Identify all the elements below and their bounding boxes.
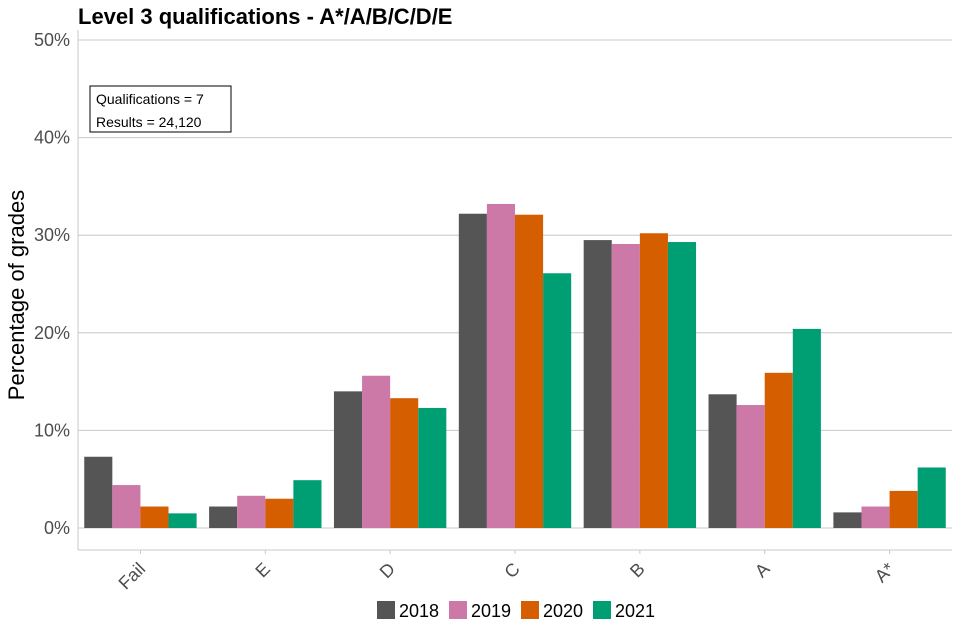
chart-title: Level 3 qualifications - A*/A/B/C/D/E — [78, 4, 452, 29]
legend-label-2018: 2018 — [399, 601, 439, 621]
bar-2019-A — [736, 405, 765, 528]
legend-label-2021: 2021 — [615, 601, 655, 621]
bar-2021-E — [293, 480, 322, 528]
annotation-frame — [89, 85, 232, 133]
x-tick-label: Fail — [115, 559, 150, 594]
bar-2018-C — [458, 213, 487, 528]
bar-2018-Fail — [84, 456, 113, 528]
x-tick-label: B — [626, 559, 649, 582]
x-axis-ticks: Fail E D C B A A* — [115, 550, 899, 594]
y-tick-label: 40% — [34, 128, 70, 148]
y-tick-label: 50% — [34, 30, 70, 50]
bar-2020-A* — [889, 490, 918, 528]
bar-2018-D — [333, 391, 363, 528]
bar-2020-E — [265, 498, 294, 528]
bar-2021-C — [543, 273, 572, 528]
y-tick-label: 20% — [34, 323, 70, 343]
bar-2019-B — [611, 243, 640, 528]
x-tick-label: D — [376, 559, 399, 582]
legend-swatch-2021 — [593, 601, 611, 619]
bar-2019-Fail — [112, 485, 141, 528]
bar-2020-C — [515, 214, 544, 529]
y-axis-ticks: 0% 10% 20% 30% 40% 50% — [34, 30, 70, 538]
bar-2020-B — [639, 233, 668, 529]
legend-label-2020: 2020 — [543, 601, 583, 621]
legend-swatch-2019 — [449, 601, 467, 619]
bar-2019-E — [237, 495, 266, 528]
bars — [84, 203, 946, 529]
bar-2019-D — [362, 375, 391, 528]
y-tick-label: 30% — [34, 225, 70, 245]
bar-2018-A — [708, 394, 737, 528]
bar-2021-A* — [917, 467, 946, 528]
bar-2021-B — [667, 242, 697, 529]
bar-2018-B — [583, 240, 612, 528]
bar-2020-Fail — [140, 506, 169, 528]
x-tick-label: C — [500, 559, 523, 582]
bar-2021-D — [418, 407, 447, 528]
x-tick-label: A — [751, 559, 774, 582]
bar-2019-A* — [861, 506, 890, 528]
bar-2020-D — [390, 398, 419, 528]
bar-2018-E — [209, 506, 238, 528]
legend: 2018 2019 2020 2021 — [377, 601, 655, 621]
legend-swatch-2018 — [377, 601, 395, 619]
bar-2020-A — [764, 372, 793, 528]
x-tick-label: E — [251, 559, 274, 582]
legend-swatch-2020 — [521, 601, 539, 619]
annotation-box: Qualifications = 7 Results = 24,120 — [89, 85, 232, 133]
annotation-results: Results = 24,120 — [96, 114, 202, 130]
bar-2021-A — [792, 328, 821, 528]
x-tick-label: A* — [871, 559, 899, 587]
legend-label-2019: 2019 — [471, 601, 511, 621]
annotation-qualifications: Qualifications = 7 — [96, 91, 204, 107]
y-tick-label: 10% — [34, 420, 70, 440]
bar-2021-Fail — [168, 513, 197, 528]
bar-2019-C — [486, 203, 515, 528]
bar-2018-A* — [833, 512, 862, 528]
y-tick-label: 0% — [44, 518, 70, 538]
y-axis-label: Percentage of grades — [4, 190, 29, 400]
